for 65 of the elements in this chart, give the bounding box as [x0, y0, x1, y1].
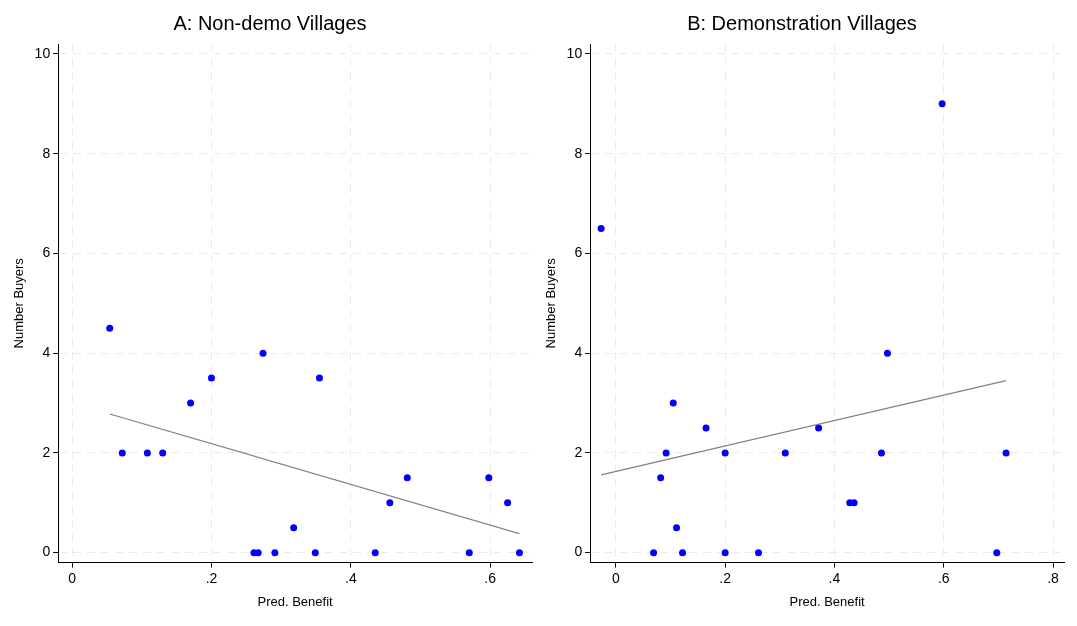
point	[485, 474, 493, 482]
y-tick-label: 2	[574, 443, 583, 460]
point	[259, 349, 267, 357]
point	[290, 524, 298, 532]
y-tick-label: 6	[42, 244, 51, 261]
point	[386, 499, 394, 507]
y-tick-label: 10	[34, 44, 51, 61]
y-tick-label: 4	[574, 344, 583, 361]
x-tick-label: 0	[611, 569, 620, 586]
point	[187, 399, 195, 407]
y-tick-label: 2	[42, 443, 51, 460]
point	[315, 374, 323, 382]
point	[673, 524, 681, 532]
point	[143, 449, 151, 457]
point	[938, 100, 946, 108]
x-axis-title: Pred. Benefit	[257, 593, 334, 609]
point	[679, 549, 687, 557]
point	[1002, 449, 1010, 457]
point	[850, 499, 858, 507]
point	[254, 549, 262, 557]
point	[371, 549, 379, 557]
y-tick-label: 0	[574, 543, 583, 560]
x-tick-label: .2	[205, 569, 218, 586]
chart-title: B: Demonstration Villages	[687, 11, 917, 34]
point	[662, 449, 670, 457]
x-tick-label: .6	[484, 569, 497, 586]
x-axis-title: Pred. Benefit	[789, 593, 866, 609]
y-tick-label: 6	[574, 244, 583, 261]
y-tick-label: 0	[42, 543, 51, 560]
point	[106, 324, 114, 332]
point	[721, 549, 729, 557]
x-tick-label: .4	[828, 569, 841, 586]
y-tick-label: 4	[42, 344, 51, 361]
y-tick-label: 8	[42, 144, 51, 161]
point	[702, 424, 710, 432]
point	[781, 449, 789, 457]
point	[465, 549, 473, 557]
point	[311, 549, 319, 557]
point	[504, 499, 512, 507]
y-tick-label: 10	[566, 44, 583, 61]
point	[207, 374, 215, 382]
point	[403, 474, 411, 482]
point	[721, 449, 729, 457]
point	[159, 449, 167, 457]
y-tick-label: 8	[574, 144, 583, 161]
point	[815, 424, 823, 432]
x-tick-label: .2	[719, 569, 732, 586]
x-tick-label: .6	[937, 569, 950, 586]
y-axis-title: Number Buyers	[11, 257, 27, 349]
x-tick-label: .4	[344, 569, 357, 586]
y-axis-title: Number Buyers	[543, 257, 559, 349]
point	[515, 549, 523, 557]
point	[993, 549, 1001, 557]
point	[597, 225, 605, 232]
point	[755, 549, 762, 557]
point	[271, 549, 279, 557]
point	[883, 349, 891, 357]
x-tick-label: 0	[68, 569, 77, 586]
point	[118, 449, 126, 457]
point	[650, 549, 658, 557]
x-tick-label: .8	[1047, 569, 1060, 586]
point	[877, 449, 885, 457]
chart-title: A: Non-demo Villages	[173, 11, 367, 34]
point	[657, 474, 665, 482]
point	[669, 399, 677, 407]
